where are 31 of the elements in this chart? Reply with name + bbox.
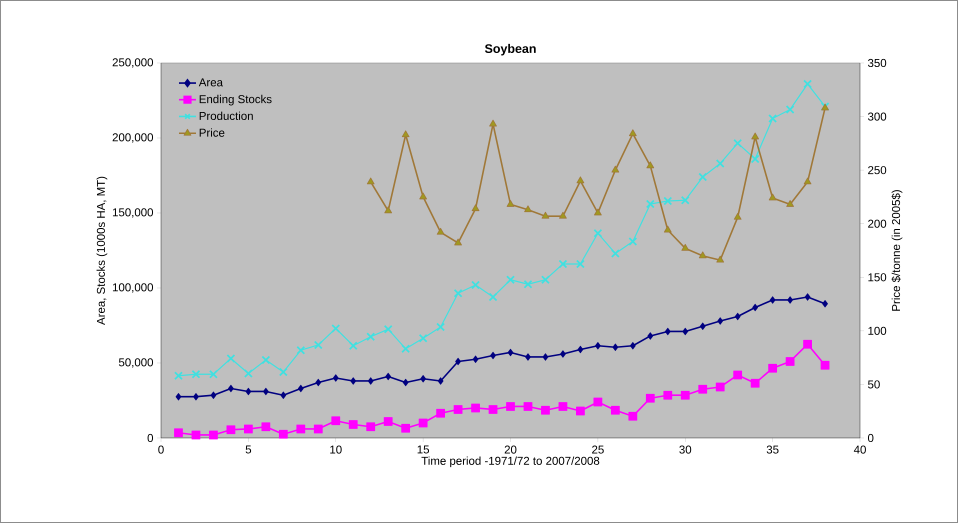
y2-tick-label: 200 (868, 220, 886, 228)
legend-label: Price (200, 128, 224, 137)
y2-tick-label: 50 (868, 380, 880, 388)
y2-tick-label: 100 (868, 326, 886, 335)
x-tick-label: 20 (504, 446, 516, 454)
y2-tick-label: 350 (868, 58, 886, 68)
chart-title: Soybean (484, 44, 536, 56)
x-tick-label: 0 (158, 446, 164, 454)
legend-label: Area (198, 78, 223, 86)
y-tick-label: 200,000 (112, 133, 154, 143)
legend-label: Production (200, 112, 253, 120)
x-tick-label: 15 (418, 446, 430, 454)
legend-label: Ending Stocks (200, 94, 272, 106)
x-tick-label: 30 (679, 446, 692, 454)
y-axis-title: Area, Stocks (1000s HA, MT) (96, 176, 108, 325)
y2-axis-title: Price $/tonne (in 2005$) (891, 190, 902, 311)
y2-tick-label: 150 (868, 273, 886, 282)
y-tick-label: 0 (148, 434, 154, 442)
y2-tick-label: 250 (868, 166, 886, 174)
y-tick-label: 50,000 (118, 358, 154, 368)
y-tick-label: 150,000 (112, 208, 154, 218)
x-tick-label: 35 (766, 446, 779, 454)
x-tick-label: 25 (592, 446, 604, 454)
y2-tick-label: 300 (868, 112, 886, 121)
x-tick-label: 10 (330, 446, 342, 454)
y-tick-label: 100,000 (112, 283, 154, 293)
y-tick-label: 250,000 (112, 58, 154, 68)
y2-tick-label: 0 (868, 434, 874, 442)
x-axis-title: Time period -1971/72 to 2007/2008 (421, 456, 600, 468)
x-tick-label: 40 (854, 446, 866, 454)
x-tick-label: 5 (246, 446, 252, 454)
